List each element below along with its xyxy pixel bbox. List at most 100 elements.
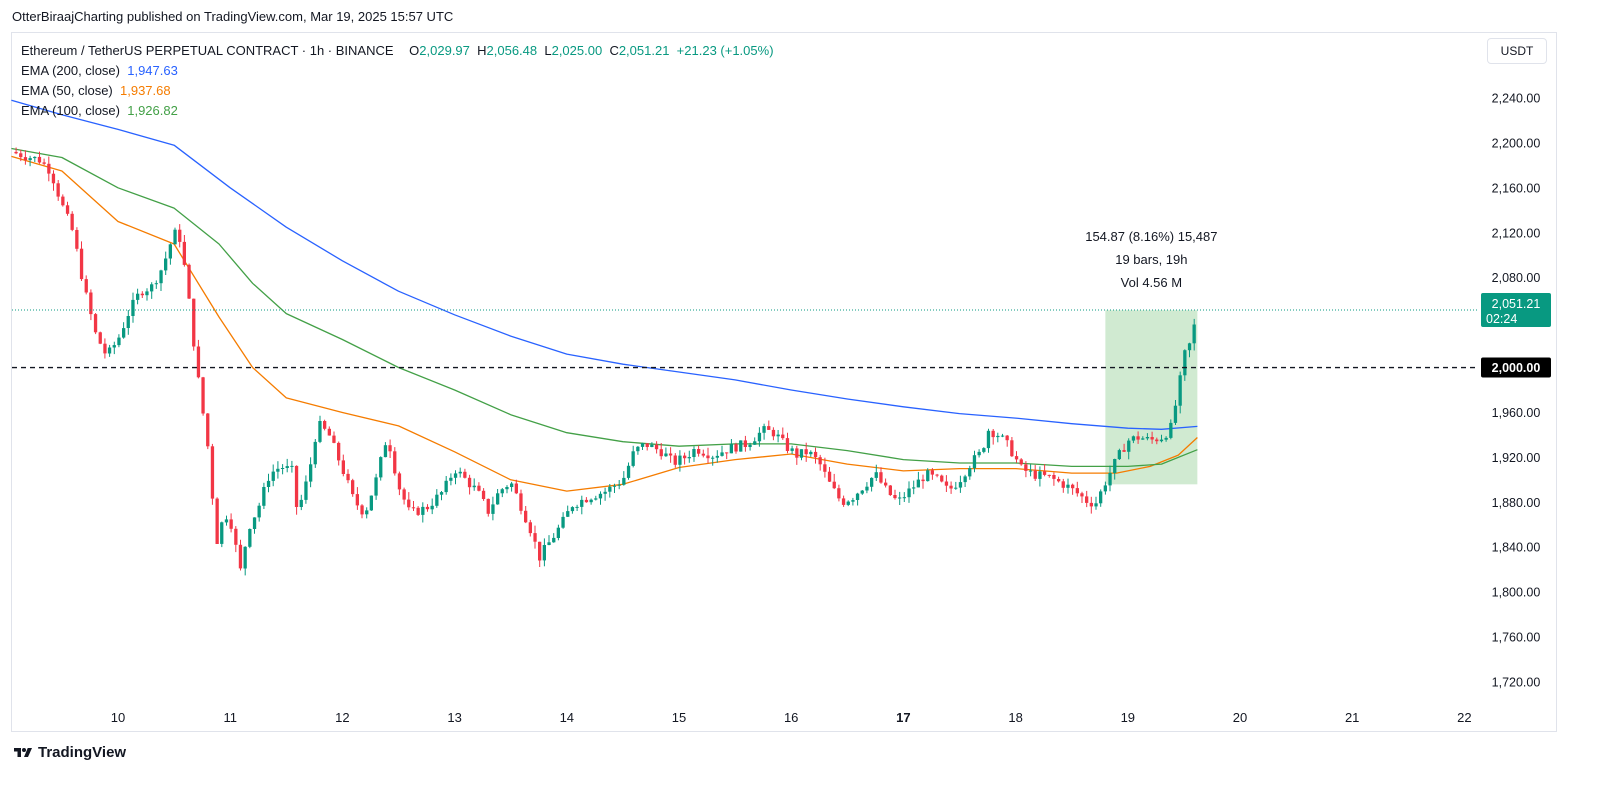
candle-body	[650, 444, 654, 447]
ema100-value: 1,926.82	[127, 103, 178, 118]
tradingview-brand: TradingView	[38, 744, 127, 761]
candle-body	[1183, 350, 1187, 376]
candle-body	[70, 213, 74, 230]
candle-body	[1080, 493, 1084, 497]
y-tick-label: 2,200.00	[1492, 136, 1541, 150]
overlay-layer: 154.87 (8.16%) 15,487 19 bars, 19h Vol 4.5…	[12, 229, 1478, 369]
ema200-row[interactable]: EMA (200, close) 1,947.63	[21, 61, 774, 81]
candle-body	[851, 500, 855, 502]
candle-body	[463, 471, 467, 478]
candle-body	[865, 486, 869, 491]
candle-body	[365, 510, 369, 515]
candle-body	[673, 455, 677, 465]
candle-body	[159, 270, 163, 284]
candle-body	[926, 470, 930, 482]
candle-body	[982, 448, 986, 452]
candle-body	[187, 264, 191, 299]
candle-body	[1164, 437, 1168, 440]
candle-body	[631, 451, 635, 466]
y-tick-label: 2,240.00	[1492, 92, 1541, 106]
price-chart[interactable]: 154.87 (8.16%) 15,487 19 bars, 19h Vol 4.5…	[0, 0, 1600, 740]
candle-body	[234, 528, 238, 545]
candle-body	[757, 432, 762, 442]
candle-body	[402, 489, 406, 500]
candle-body	[439, 492, 444, 495]
x-tick-label: 16	[784, 710, 798, 725]
y-tick-label: 1,920.00	[1492, 451, 1541, 465]
candle-body	[575, 506, 579, 508]
candle-body	[739, 440, 743, 452]
candle-body	[963, 476, 967, 483]
symbol-title[interactable]: Ethereum / TetherUS PERPETUAL CONTRACT ·…	[21, 43, 394, 58]
candle-body	[1178, 375, 1182, 406]
candle-body	[781, 434, 785, 439]
candle-body	[1014, 456, 1019, 460]
candle-body	[196, 346, 201, 378]
candle-body	[594, 498, 598, 500]
tradingview-footer[interactable]: TradingView	[12, 744, 126, 761]
open-label: O	[409, 43, 420, 58]
candle-body	[65, 205, 70, 214]
candle-body	[659, 449, 663, 457]
candle-body	[683, 455, 687, 459]
candle-body	[1103, 485, 1107, 492]
candle-body	[136, 293, 140, 300]
candle-body	[706, 455, 710, 459]
tradingview-logo-icon	[14, 747, 32, 757]
candle-body	[748, 444, 752, 447]
candle-body	[252, 517, 257, 529]
candle-body	[1066, 484, 1070, 488]
ema50-row[interactable]: EMA (50, close) 1,937.68	[21, 81, 774, 101]
candle-body	[533, 533, 537, 542]
y-tick-label: 2,080.00	[1492, 271, 1541, 285]
candle-body	[1173, 405, 1178, 423]
candle-body	[697, 449, 701, 454]
high-value: 2,056.48	[486, 43, 538, 58]
candle-body	[421, 506, 425, 515]
candle-body	[435, 494, 439, 506]
candle-body	[622, 477, 626, 485]
level-2000-label: 2,000.00	[1492, 361, 1541, 375]
candle-body	[753, 441, 757, 445]
candle-body	[720, 452, 724, 456]
candle-body	[795, 448, 799, 458]
candle-body	[986, 430, 991, 449]
candle-body	[874, 472, 878, 478]
candle-body	[556, 527, 560, 538]
candle-body	[93, 314, 98, 333]
candle-body	[206, 413, 210, 447]
candle-body	[636, 446, 640, 452]
candle-body	[337, 442, 341, 461]
candle-body	[150, 284, 154, 292]
candle-body	[827, 471, 832, 482]
candle-body	[1089, 502, 1093, 507]
candle-body	[19, 153, 23, 158]
candle-body	[374, 477, 378, 496]
candle-body	[23, 157, 28, 161]
candle-body	[762, 426, 766, 433]
ema100-row[interactable]: EMA (100, close) 1,926.82	[21, 101, 774, 121]
price-axis: 2,240.00 2,200.00 2,160.00 2,120.00 2,080.00…	[1481, 92, 1551, 690]
candle-body	[1155, 439, 1159, 442]
candle-body	[285, 466, 289, 468]
candle-body	[294, 465, 299, 507]
candle-body	[500, 489, 504, 494]
candle-body	[612, 485, 617, 487]
candle-body	[388, 445, 392, 452]
candle-body	[1150, 437, 1154, 440]
candle-body	[276, 468, 280, 472]
candle-body	[589, 499, 593, 503]
candle-body	[28, 158, 32, 161]
currency-button[interactable]: USDT	[1487, 38, 1547, 64]
candle-body	[958, 482, 963, 488]
candle-body	[1113, 459, 1117, 473]
candle-layer	[14, 147, 1196, 576]
candle-body	[383, 445, 388, 458]
candle-body	[173, 229, 177, 245]
candle-body	[1042, 471, 1047, 475]
candle-body	[201, 377, 205, 414]
candle-body	[56, 183, 60, 197]
candle-body	[837, 488, 841, 499]
candle-body	[832, 481, 836, 489]
candle-body	[304, 481, 308, 500]
